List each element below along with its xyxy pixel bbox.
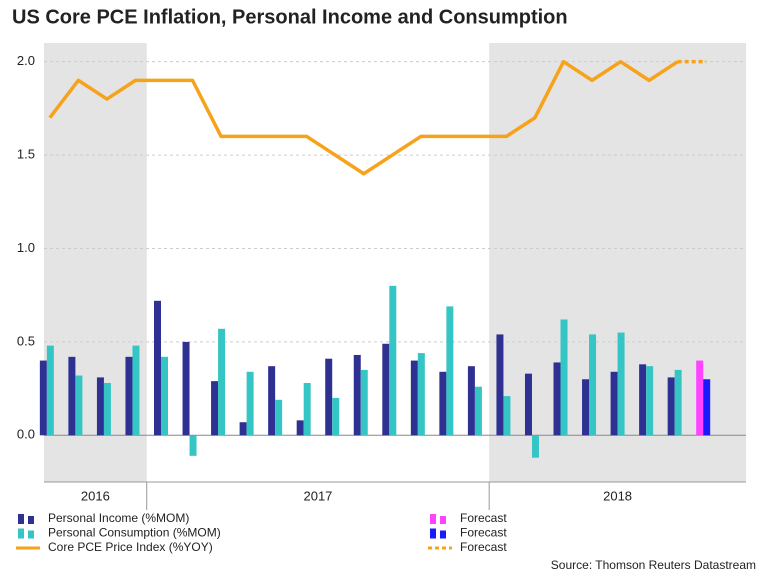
bar bbox=[303, 382, 311, 436]
y-tick-label: 0.5 bbox=[17, 333, 35, 348]
y-tick-label: 1.0 bbox=[17, 240, 35, 255]
bar bbox=[325, 358, 333, 436]
legend-swatch bbox=[18, 514, 24, 524]
bar bbox=[246, 371, 254, 436]
bar bbox=[39, 360, 47, 436]
bar bbox=[560, 319, 568, 436]
bar bbox=[161, 356, 168, 436]
bar bbox=[382, 343, 390, 436]
legend-swatch bbox=[28, 530, 34, 539]
bar bbox=[446, 306, 454, 436]
bar bbox=[46, 345, 54, 436]
y-tick-label: 0.0 bbox=[17, 427, 35, 442]
bar bbox=[182, 341, 190, 436]
legend-label: Personal Income (%MOM) bbox=[48, 511, 189, 525]
bar bbox=[239, 422, 247, 436]
bar bbox=[332, 397, 340, 436]
bar bbox=[589, 334, 597, 436]
bar bbox=[474, 386, 482, 436]
legend-swatch bbox=[430, 514, 436, 524]
line bbox=[48, 59, 679, 176]
legend-swatch bbox=[28, 516, 34, 524]
bar bbox=[617, 332, 625, 436]
bar bbox=[268, 366, 276, 436]
legend-label: Forecast bbox=[460, 511, 507, 525]
bar bbox=[467, 366, 475, 436]
legend-swatch bbox=[440, 530, 446, 539]
bar bbox=[125, 356, 133, 436]
bar bbox=[582, 379, 590, 436]
legend-label: Forecast bbox=[460, 526, 507, 540]
bar bbox=[696, 360, 704, 436]
bar bbox=[360, 369, 368, 436]
bar bbox=[553, 362, 561, 436]
bar bbox=[496, 334, 504, 436]
bar bbox=[410, 360, 418, 436]
bar bbox=[389, 285, 397, 436]
x-year-label: 2016 bbox=[81, 488, 110, 503]
bar bbox=[75, 375, 83, 436]
bar bbox=[646, 366, 654, 436]
x-year-label: 2018 bbox=[603, 488, 632, 503]
bar bbox=[68, 356, 76, 436]
y-tick-label: 2.0 bbox=[17, 53, 35, 68]
bar bbox=[211, 381, 219, 436]
bar bbox=[417, 353, 425, 436]
bar bbox=[353, 354, 361, 436]
bar bbox=[275, 399, 283, 436]
bar bbox=[189, 435, 197, 456]
bar bbox=[103, 382, 111, 436]
bar bbox=[439, 371, 447, 436]
chart-title: US Core PCE Inflation, Personal Income a… bbox=[12, 6, 568, 28]
legend-label: Personal Consumption (%MOM) bbox=[48, 526, 221, 540]
source-note: Source: Thomson Reuters Datastream bbox=[551, 558, 756, 572]
bar bbox=[703, 379, 711, 436]
legend-swatch bbox=[430, 528, 436, 539]
bar bbox=[524, 373, 532, 436]
y-tick-label: 1.5 bbox=[17, 147, 35, 162]
bar bbox=[639, 364, 647, 436]
bar bbox=[154, 300, 161, 436]
bar bbox=[531, 435, 539, 458]
legend-swatch bbox=[18, 528, 24, 539]
x-year-label: 2017 bbox=[303, 488, 332, 503]
bar bbox=[296, 420, 304, 436]
bar bbox=[96, 377, 104, 436]
bar bbox=[667, 377, 675, 436]
bar bbox=[503, 396, 511, 436]
bar bbox=[132, 345, 140, 436]
legend-label: Core PCE Price Index (%YOY) bbox=[48, 540, 213, 554]
bar bbox=[610, 371, 618, 436]
bar bbox=[218, 328, 226, 436]
bar bbox=[674, 369, 682, 436]
legend-label: Forecast bbox=[460, 540, 507, 554]
legend-swatch bbox=[440, 516, 446, 524]
